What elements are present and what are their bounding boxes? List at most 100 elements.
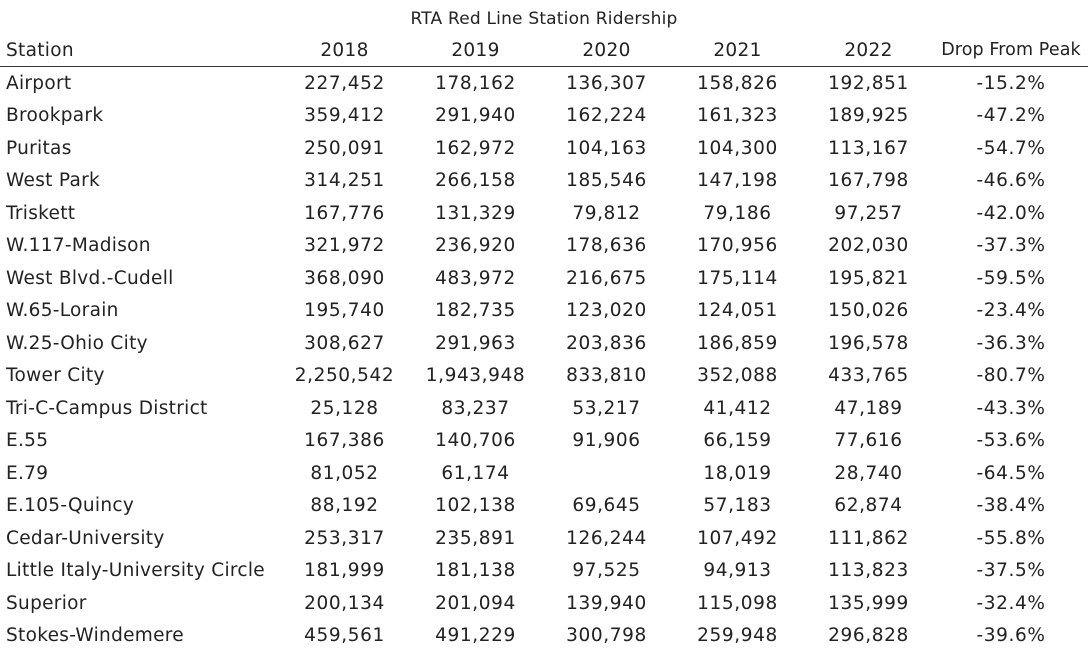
value-2018-cell: 167,776 — [279, 197, 410, 230]
value-2019-cell: 235,891 — [410, 522, 541, 555]
value-2021-cell: 175,114 — [672, 262, 803, 295]
value-2019-cell: 291,940 — [410, 100, 541, 133]
value-2019-cell: 491,229 — [410, 620, 541, 652]
value-2020-cell: 203,836 — [541, 327, 672, 360]
value-2018-cell: 25,128 — [279, 392, 410, 425]
value-2022-cell: 47,189 — [803, 392, 934, 425]
value-2019-cell: 291,963 — [410, 327, 541, 360]
value-2019-cell: 162,972 — [410, 132, 541, 165]
value-2021-cell: 57,183 — [672, 490, 803, 523]
column-header-2020: 2020 — [541, 34, 672, 67]
station-name-cell: E.55 — [0, 425, 279, 458]
column-header-2022: 2022 — [803, 34, 934, 67]
station-name-cell: W.117-Madison — [0, 230, 279, 263]
value-2020-cell: 91,906 — [541, 425, 672, 458]
value-2018-cell: 167,386 — [279, 425, 410, 458]
station-name-cell: Triskett — [0, 197, 279, 230]
value-2020-cell: 123,020 — [541, 295, 672, 328]
station-name-cell: Brookpark — [0, 100, 279, 133]
value-2020-cell: 97,525 — [541, 555, 672, 588]
value-2020-cell: 139,940 — [541, 587, 672, 620]
value-2018-cell: 200,134 — [279, 587, 410, 620]
value-2022-cell: 296,828 — [803, 620, 934, 652]
value-2018-cell: 2,250,542 — [279, 360, 410, 393]
table-title: RTA Red Line Station Ridership — [0, 7, 1088, 31]
column-header-2021: 2021 — [672, 34, 803, 67]
value-2018-cell: 88,192 — [279, 490, 410, 523]
value-2019-cell: 131,329 — [410, 197, 541, 230]
drop-from-peak-cell: -42.0% — [934, 197, 1088, 230]
value-2018-cell: 321,972 — [279, 230, 410, 263]
station-name-cell: Stokes-Windemere — [0, 620, 279, 652]
value-2019-cell: 1,943,948 — [410, 360, 541, 393]
drop-from-peak-cell: -36.3% — [934, 327, 1088, 360]
value-2018-cell: 250,091 — [279, 132, 410, 165]
value-2022-cell: 150,026 — [803, 295, 934, 328]
value-2022-cell: 167,798 — [803, 165, 934, 198]
value-2022-cell: 77,616 — [803, 425, 934, 458]
value-2019-cell: 181,138 — [410, 555, 541, 588]
column-header-2018: 2018 — [279, 34, 410, 67]
drop-from-peak-cell: -64.5% — [934, 457, 1088, 490]
station-name-cell: Tower City — [0, 360, 279, 393]
value-2020-cell: 69,645 — [541, 490, 672, 523]
value-2021-cell: 186,859 — [672, 327, 803, 360]
drop-from-peak-cell: -47.2% — [934, 100, 1088, 133]
value-2020-cell: 104,163 — [541, 132, 672, 165]
value-2020-cell: 833,810 — [541, 360, 672, 393]
value-2021-cell: 158,826 — [672, 67, 803, 100]
value-2022-cell: 196,578 — [803, 327, 934, 360]
value-2020-cell — [541, 457, 672, 490]
value-2019-cell: 178,162 — [410, 67, 541, 100]
value-2022-cell: 28,740 — [803, 457, 934, 490]
value-2018-cell: 195,740 — [279, 295, 410, 328]
value-2019-cell: 266,158 — [410, 165, 541, 198]
value-2022-cell: 113,167 — [803, 132, 934, 165]
drop-from-peak-cell: -46.6% — [934, 165, 1088, 198]
station-name-cell: West Blvd.-Cudell — [0, 262, 279, 295]
value-2019-cell: 483,972 — [410, 262, 541, 295]
drop-from-peak-cell: -80.7% — [934, 360, 1088, 393]
station-name-cell: Superior — [0, 587, 279, 620]
value-2018-cell: 368,090 — [279, 262, 410, 295]
value-2018-cell: 308,627 — [279, 327, 410, 360]
value-2021-cell: 104,300 — [672, 132, 803, 165]
value-2021-cell: 147,198 — [672, 165, 803, 198]
value-2021-cell: 66,159 — [672, 425, 803, 458]
value-2020-cell: 162,224 — [541, 100, 672, 133]
value-2018-cell: 359,412 — [279, 100, 410, 133]
value-2022-cell: 189,925 — [803, 100, 934, 133]
drop-from-peak-cell: -59.5% — [934, 262, 1088, 295]
drop-from-peak-cell: -54.7% — [934, 132, 1088, 165]
station-name-cell: West Park — [0, 165, 279, 198]
value-2022-cell: 192,851 — [803, 67, 934, 100]
value-2021-cell: 107,492 — [672, 522, 803, 555]
station-name-cell: Tri-C-Campus District — [0, 392, 279, 425]
station-name-cell: Airport — [0, 67, 279, 100]
station-name-cell: Puritas — [0, 132, 279, 165]
value-2022-cell: 433,765 — [803, 360, 934, 393]
value-2019-cell: 182,735 — [410, 295, 541, 328]
station-name-cell: E.105-Quincy — [0, 490, 279, 523]
value-2020-cell: 216,675 — [541, 262, 672, 295]
value-2021-cell: 170,956 — [672, 230, 803, 263]
value-2018-cell: 81,052 — [279, 457, 410, 490]
value-2022-cell: 202,030 — [803, 230, 934, 263]
drop-from-peak-cell: -37.3% — [934, 230, 1088, 263]
drop-from-peak-cell: -23.4% — [934, 295, 1088, 328]
drop-from-peak-cell: -43.3% — [934, 392, 1088, 425]
value-2019-cell: 61,174 — [410, 457, 541, 490]
column-header-station: Station — [0, 34, 279, 67]
value-2021-cell: 161,323 — [672, 100, 803, 133]
